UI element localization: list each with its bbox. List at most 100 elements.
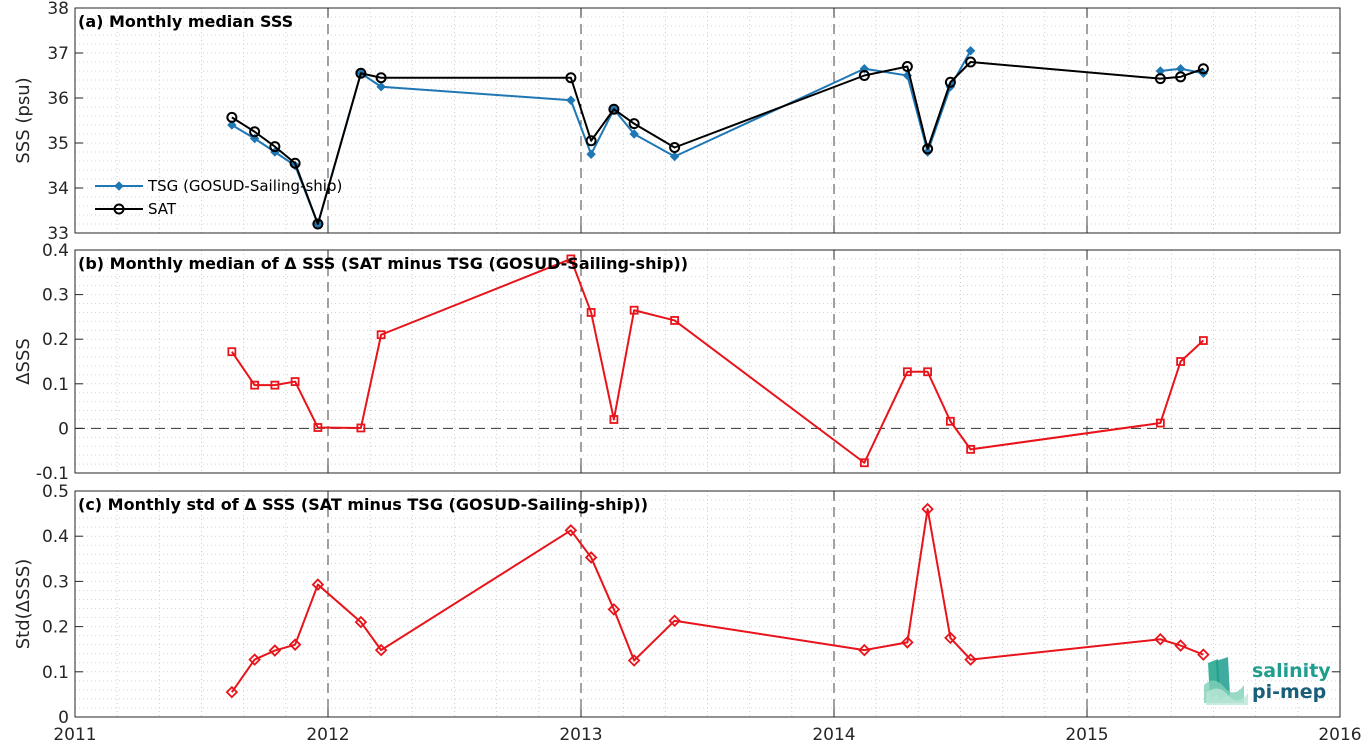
data-point — [670, 316, 680, 325]
data-point — [1197, 63, 1209, 75]
data-point — [586, 308, 596, 317]
ytick-label: 38 — [47, 0, 69, 19]
panel-c: 0 0.1 0.2 0.3 0.4 0.5 2011 2012 2013 2014 2015 2016… — [13, 482, 1362, 745]
data-point — [1174, 639, 1187, 652]
data-point — [922, 147, 933, 157]
data-point — [376, 330, 386, 340]
data-point — [629, 305, 639, 315]
panel-title: (b) Monthly median of Δ SSS (SAT minus T… — [78, 254, 688, 273]
grid-b — [75, 250, 1340, 473]
data-point — [566, 254, 576, 264]
data-point — [586, 149, 596, 159]
legend: TSG (GOSUD-Sailing-ship) SAT — [95, 177, 342, 218]
data-point — [858, 70, 870, 81]
ytick-label: 0.3 — [42, 286, 69, 306]
axes-box-c — [74, 490, 1341, 718]
data-point — [965, 56, 977, 68]
xtick-label: 2011 — [53, 725, 96, 745]
ytick-label: 0.4 — [42, 527, 69, 547]
legend-label: SAT — [148, 200, 177, 218]
data-point — [608, 103, 620, 115]
ytick-label: 0 — [58, 419, 69, 439]
data-point — [375, 72, 387, 84]
data-point — [669, 151, 680, 162]
ytick-label: 0.3 — [42, 572, 69, 592]
ytick-label: 0 — [58, 708, 69, 728]
data-point — [1176, 357, 1186, 366]
data-point — [289, 157, 301, 169]
data-point — [901, 61, 913, 72]
grid-a — [75, 8, 1340, 233]
legend-label: TSG (GOSUD-Sailing-ship) — [147, 177, 342, 195]
data-point — [290, 377, 300, 386]
xtick-label: 2016 — [1318, 725, 1361, 745]
data-point — [1155, 418, 1165, 428]
panel-a: 33 34 35 36 37 38 SSS (psu) (a) Monthly median … — [13, 0, 1341, 244]
y-axis-label: Std(ΔSSS) — [13, 559, 34, 650]
data-point — [1197, 648, 1210, 661]
logo-line1: salinity — [1252, 660, 1331, 682]
series-line — [231, 257, 1205, 464]
data-point — [268, 644, 282, 657]
data-point — [225, 685, 239, 699]
series-line — [231, 508, 1204, 693]
data-point — [668, 614, 681, 627]
data-point — [945, 416, 955, 426]
data-point — [584, 551, 598, 564]
xtick-label: 2013 — [559, 725, 602, 745]
ytick-label: 35 — [47, 134, 69, 154]
series-a-1 — [226, 56, 1209, 230]
data-point — [609, 415, 619, 424]
logo-line2: pi-mep — [1252, 681, 1326, 703]
data-point — [356, 423, 366, 433]
ytick-label: 37 — [47, 44, 69, 64]
data-point — [607, 603, 621, 616]
ytick-label: 0.4 — [42, 241, 69, 261]
data-point — [669, 142, 681, 153]
series-a-0 — [227, 46, 1209, 229]
axes-box-a — [74, 7, 1341, 234]
data-point — [901, 636, 914, 649]
data-point — [313, 423, 323, 432]
axes-box-b — [74, 249, 1341, 474]
data-point — [226, 111, 238, 123]
data-point — [627, 654, 641, 667]
data-point — [1198, 336, 1208, 345]
panel-title: (c) Monthly std of Δ SSS (SAT minus TSG … — [78, 495, 648, 514]
data-point — [565, 72, 577, 84]
y-axis-label: SSS (psu) — [13, 77, 34, 163]
data-point — [858, 643, 871, 657]
ytick-label: 33 — [47, 224, 69, 244]
data-point — [628, 118, 640, 130]
data-point — [629, 129, 639, 139]
data-point — [227, 347, 237, 357]
xtick-label: 2014 — [812, 725, 855, 745]
data-point — [269, 141, 281, 153]
ytick-label: 0.1 — [42, 375, 69, 395]
data-point — [311, 578, 325, 591]
ytick-label: 0.2 — [42, 618, 69, 638]
y-axis-label: ΔSSS — [13, 338, 34, 385]
ytick-label: 0.1 — [42, 663, 69, 683]
data-point — [250, 380, 260, 390]
ytick-label: -0.1 — [36, 464, 69, 484]
panel-b: -0.1 0 0.1 0.2 0.3 0.4 ΔSSS (b) Monthly median … — [13, 241, 1341, 484]
xtick-label: 2012 — [306, 725, 349, 745]
data-point — [374, 643, 388, 657]
data-point — [248, 653, 261, 666]
data-point — [859, 458, 869, 468]
data-point — [1154, 73, 1166, 85]
data-point — [288, 638, 302, 651]
data-point — [564, 524, 578, 537]
data-point — [921, 502, 934, 516]
data-point — [964, 653, 977, 666]
data-point — [566, 95, 576, 105]
data-point — [376, 82, 386, 92]
ytick-label: 0.5 — [42, 482, 69, 502]
salinity-pi-mep-logo: salinity pi-mep — [1204, 657, 1331, 705]
data-point — [354, 615, 368, 629]
series-c-0 — [225, 502, 1210, 699]
ytick-label: 0.2 — [42, 330, 69, 350]
data-point — [227, 120, 237, 130]
data-point — [1154, 632, 1167, 646]
